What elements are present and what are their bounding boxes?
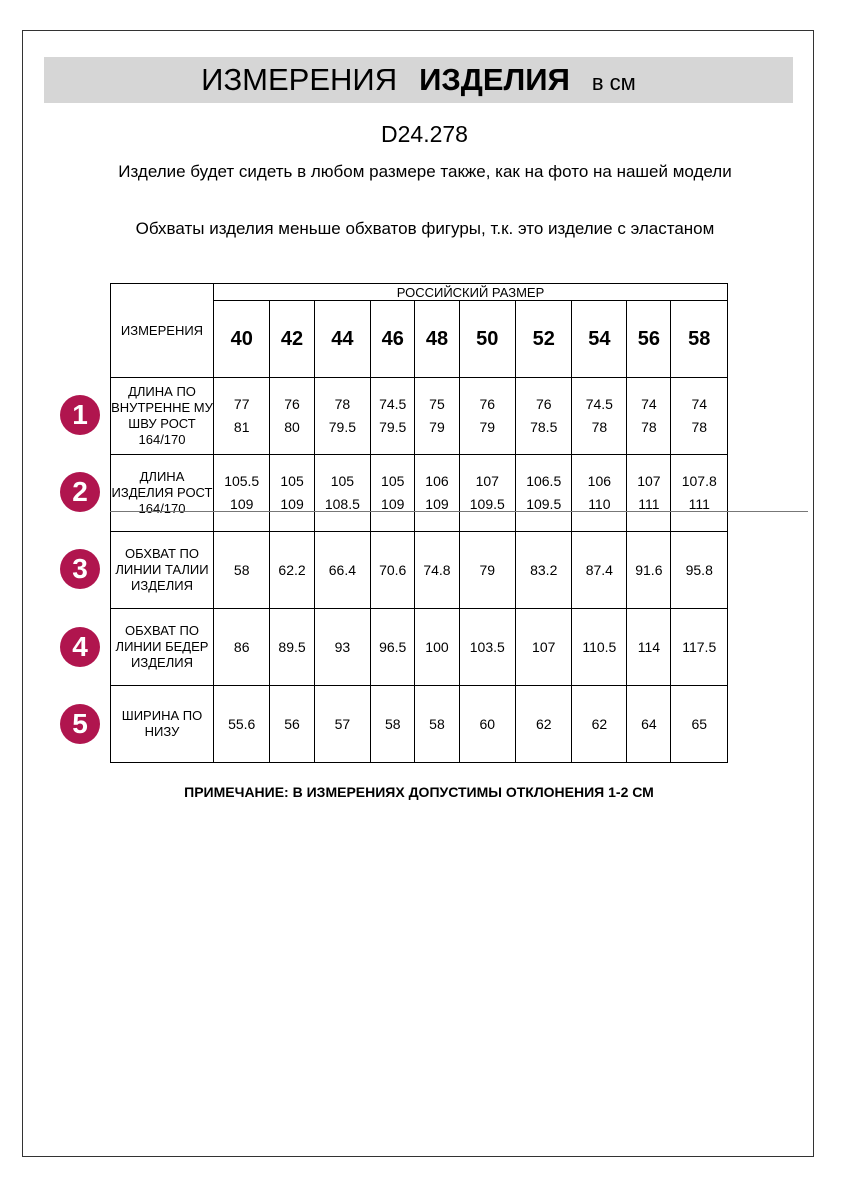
value-cell: 107 109.5 [458,454,517,532]
table-row: ДЛИНА ИЗДЕЛИЯ РОСТ 164/170 105.5 109 105 1… [110,454,728,532]
note-fit: Изделие будет сидеть в любом размере так… [118,162,732,181]
stray-line [110,511,808,512]
value-cell: 58 [414,685,460,763]
title-part2: ИЗДЕЛИЯ [419,62,570,97]
value-cell: 74.8 [414,531,460,609]
value-cell: 106.5 109.5 [515,454,573,532]
value-cell: 89.5 [269,608,315,686]
value-cell: 110.5 [571,608,628,686]
value-cell: 86 [212,608,271,686]
value-cell: 79 [458,531,517,609]
size-header: 40 [212,300,271,378]
size-header: 44 [313,300,372,378]
value-cell: 96.5 [370,608,416,686]
value-cell: 57 [313,685,372,763]
value-cell: 83.2 [515,531,573,609]
value-cell: 56 [269,685,315,763]
size-header: 42 [269,300,315,378]
value-cell: 100 [414,608,460,686]
value-cell: 91.6 [626,531,672,609]
value-cell: 55.6 [212,685,271,763]
value-cell: 117.5 [670,608,728,686]
value-cell: 58 [370,685,416,763]
value-cell: 60 [458,685,517,763]
row-number-badge: 1 [60,395,100,435]
value-cell: 107 111 [626,454,672,532]
row-label: ОБХВАТ ПО ЛИНИИ ТАЛИИ ИЗДЕЛИЯ [110,531,214,609]
value-cell: 75 79 [414,377,460,455]
value-cell: 66.4 [313,531,372,609]
size-table: ИЗМЕРЕНИЯ РОССИЙСКИЙ РАЗМЕР 40 42 44 46 48 50 52… [110,283,728,763]
value-cell: 95.8 [670,531,728,609]
table-row: ДЛИНА ПО ВНУТРЕННЕ МУ ШВУ РОСТ 164/170 77… [110,377,728,455]
row-label: ШИРИНА ПО НИЗУ [110,685,214,763]
size-header: 56 [626,300,672,378]
value-cell: 106 110 [571,454,628,532]
size-header: 46 [370,300,416,378]
value-cell: 65 [670,685,728,763]
row-number-badge: 3 [60,549,100,589]
row-label: ОБХВАТ ПО ЛИНИИ БЕДЕР ИЗДЕЛИЯ [110,608,214,686]
note-elastane: Обхваты изделия меньше обхватов фигуры, … [135,219,715,238]
value-cell: 105 109 [269,454,315,532]
size-header: 50 [458,300,517,378]
table-row: ОБХВАТ ПО ЛИНИИ БЕДЕР ИЗДЕЛИЯ 86 89.5 93 96.… [110,608,728,686]
group-header: РОССИЙСКИЙ РАЗМЕР [213,283,728,301]
size-header: 54 [571,300,628,378]
value-cell: 78 79.5 [313,377,372,455]
row-number-badge: 5 [60,704,100,744]
title-unit: в см [591,70,636,95]
value-cell: 76 79 [458,377,517,455]
value-cell: 74 78 [670,377,728,455]
value-cell: 62.2 [269,531,315,609]
value-cell: 74.5 78 [571,377,628,455]
value-cell: 103.5 [458,608,517,686]
value-cell: 62 [571,685,628,763]
value-cell: 74 78 [626,377,672,455]
value-cell: 77 81 [212,377,271,455]
size-header: 52 [515,300,573,378]
value-cell: 93 [313,608,372,686]
value-cell: 76 78.5 [515,377,573,455]
value-cell: 107.8 111 [670,454,728,532]
row-label: ДЛИНА ПО ВНУТРЕННЕ МУ ШВУ РОСТ 164/170 [110,377,214,455]
row-label: ДЛИНА ИЗДЕЛИЯ РОСТ 164/170 [110,454,214,532]
value-cell: 62 [515,685,573,763]
value-cell: 105 108.5 [313,454,372,532]
value-cell: 114 [626,608,672,686]
value-cell: 74.5 79.5 [370,377,416,455]
value-cell: 64 [626,685,672,763]
table-row: ШИРИНА ПО НИЗУ 55.6 56 57 58 58 60 62 62 64 65 [110,685,728,763]
size-header: 58 [670,300,728,378]
value-cell: 87.4 [571,531,628,609]
table-row: ОБХВАТ ПО ЛИНИИ ТАЛИИ ИЗДЕЛИЯ 58 62.2 66.4 7… [110,531,728,609]
value-cell: 105.5 109 [212,454,271,532]
footnote: ПРИМЕЧАНИЕ: В ИЗМЕРЕНИЯХ ДОПУСТИМЫ ОТКЛО… [184,784,654,800]
value-cell: 106 109 [414,454,460,532]
value-cell: 70.6 [370,531,416,609]
value-cell: 105 109 [370,454,416,532]
value-cell: 107 [515,608,573,686]
size-header: 48 [414,300,460,378]
row-number-badge: 4 [60,627,100,667]
value-cell: 76 80 [269,377,315,455]
corner-header: ИЗМЕРЕНИЯ [110,283,214,378]
product-code: D24.278 [381,121,468,147]
title-bar: ИЗМЕРЕНИЯ ИЗДЕЛИЯ в см [44,57,793,103]
row-number-badge: 2 [60,472,100,512]
value-cell: 58 [212,531,271,609]
page-frame [22,30,814,1157]
title-part1: ИЗМЕРЕНИЯ [201,62,398,97]
